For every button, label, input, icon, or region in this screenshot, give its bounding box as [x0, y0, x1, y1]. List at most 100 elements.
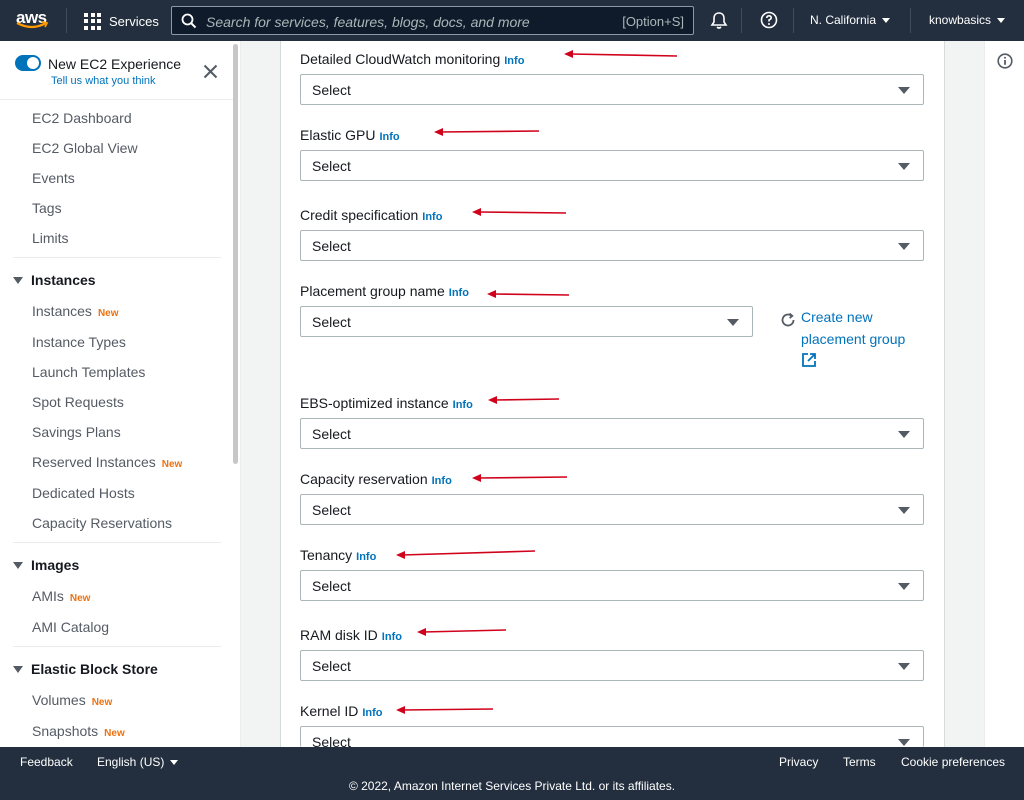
- aws-logo[interactable]: aws: [16, 8, 52, 34]
- sidebar-item-dedicated-hosts[interactable]: Dedicated Hosts: [32, 485, 135, 501]
- info-link[interactable]: Info: [381, 631, 402, 643]
- cloudwatch-select[interactable]: Select: [300, 74, 924, 105]
- caret-down-icon: [13, 665, 23, 673]
- bell-icon[interactable]: [710, 11, 728, 30]
- sidebar-item-reserved-instances[interactable]: Reserved Instances New: [32, 454, 182, 470]
- sidebar-item-label: Instances: [32, 303, 92, 319]
- field-label-ram-disk-id: RAM disk ID Info: [300, 627, 402, 643]
- footer-feedback-link[interactable]: Feedback: [20, 755, 73, 769]
- chevron-down-icon: [997, 17, 1006, 23]
- annotation-arrow-icon: [472, 208, 567, 216]
- capacity-reservation-select[interactable]: Select: [300, 494, 924, 525]
- help-icon[interactable]: [760, 11, 778, 29]
- region-selector[interactable]: N. California: [810, 13, 891, 27]
- section-title: Instances: [31, 272, 96, 288]
- aws-smile-icon: [16, 21, 49, 29]
- caret-down-icon: [13, 561, 23, 569]
- search-icon: [181, 13, 197, 29]
- sidebar-item-instance-types[interactable]: Instance Types: [32, 334, 126, 350]
- chevron-down-icon: [882, 17, 891, 23]
- info-link[interactable]: Info: [362, 707, 383, 719]
- select-value: Select: [312, 578, 351, 594]
- info-link[interactable]: Info: [356, 551, 377, 563]
- placement-group-select[interactable]: Select: [300, 306, 753, 337]
- sidebar-item-ec2-global-view[interactable]: EC2 Global View: [32, 140, 138, 156]
- experience-title: New EC2 Experience: [48, 56, 182, 72]
- new-badge: New: [91, 697, 113, 708]
- account-menu[interactable]: knowbasics: [929, 13, 1006, 27]
- info-link[interactable]: Info: [431, 475, 452, 487]
- sidebar-section-images[interactable]: Images: [13, 557, 79, 573]
- kernel-id-select[interactable]: Select: [300, 726, 924, 747]
- close-icon[interactable]: [203, 64, 218, 79]
- field-label-placement-group: Placement group name Info: [300, 283, 469, 299]
- sidebar-item-instances[interactable]: Instances New: [32, 303, 119, 319]
- annotation-arrow-icon: [487, 290, 570, 298]
- tenancy-select[interactable]: Select: [300, 570, 924, 601]
- info-link[interactable]: Info: [422, 211, 443, 223]
- credit-specification-select[interactable]: Select: [300, 230, 924, 261]
- feedback-link[interactable]: Tell us what you think: [51, 75, 156, 87]
- create-placement-group-link[interactable]: Create new placement group: [801, 309, 906, 347]
- sidebar-item-savings-plans[interactable]: Savings Plans: [32, 424, 121, 440]
- label-text: EBS-optimized instance: [300, 395, 449, 411]
- toggle-knob: [27, 57, 39, 69]
- sidebar-item-capacity-reservations[interactable]: Capacity Reservations: [32, 515, 173, 531]
- footer-cookie-preferences-link[interactable]: Cookie preferences: [901, 755, 1006, 769]
- new-badge: New: [69, 593, 91, 604]
- caret-down-icon: [170, 759, 179, 765]
- language-selector[interactable]: English (US): [97, 755, 179, 769]
- sidebar-item-spot-requests[interactable]: Spot Requests: [32, 394, 124, 410]
- sidebar: New EC2 Experience Tell us what you thin…: [0, 41, 241, 747]
- nav-separator: [793, 8, 794, 33]
- section-title: Images: [31, 557, 80, 573]
- info-link[interactable]: Info: [452, 399, 473, 411]
- caret-down-icon: [727, 319, 739, 326]
- new-experience-toggle[interactable]: [15, 55, 41, 71]
- footer-privacy-link[interactable]: Privacy: [779, 755, 819, 769]
- sidebar-item-launch-templates[interactable]: Launch Templates: [32, 364, 146, 380]
- info-link[interactable]: Info: [504, 55, 525, 67]
- label-text: Capacity reservation: [300, 471, 428, 487]
- sidebar-item-volumes[interactable]: Volumes New: [32, 692, 112, 708]
- sidebar-item-ec2-dashboard[interactable]: EC2 Dashboard: [32, 110, 132, 126]
- sidebar-scrollbar[interactable]: [233, 44, 238, 464]
- region-label: N. California: [810, 13, 877, 27]
- caret-down-icon: [898, 431, 910, 438]
- select-value: Select: [312, 658, 351, 674]
- caret-down-icon: [898, 583, 910, 590]
- annotation-arrow-icon: [434, 128, 540, 136]
- sidebar-item-label: Volumes: [32, 692, 86, 708]
- label-text: Tenancy: [300, 547, 353, 563]
- label-text: Elastic GPU: [300, 127, 376, 143]
- info-link[interactable]: Info: [448, 287, 469, 299]
- info-link[interactable]: Info: [379, 131, 400, 143]
- external-link-icon[interactable]: [801, 352, 817, 368]
- info-circle-icon[interactable]: [997, 53, 1013, 69]
- caret-down-icon: [898, 163, 910, 170]
- sidebar-item-events[interactable]: Events: [32, 170, 75, 186]
- ebs-optimized-select[interactable]: Select: [300, 418, 924, 449]
- label-text: Detailed CloudWatch monitoring: [300, 51, 501, 67]
- select-value: Select: [312, 502, 351, 518]
- footer-copyright: © 2022, Amazon Internet Services Private…: [348, 779, 676, 793]
- sidebar-section-instances[interactable]: Instances: [13, 272, 96, 288]
- elastic-gpu-select[interactable]: Select: [300, 150, 924, 181]
- sidebar-section-elastic-block-store[interactable]: Elastic Block Store: [13, 661, 158, 677]
- annotation-arrow-icon: [417, 628, 507, 636]
- select-value: Select: [312, 82, 351, 98]
- annotation-arrow-icon: [564, 50, 678, 58]
- footer-terms-link[interactable]: Terms: [843, 755, 876, 769]
- search-input[interactable]: Search for services, features, blogs, do…: [171, 6, 694, 35]
- sidebar-item-tags[interactable]: Tags: [32, 200, 62, 216]
- label-text: Kernel ID: [300, 703, 359, 719]
- services-menu-button[interactable]: Services: [84, 11, 159, 31]
- sidebar-item-snapshots[interactable]: Snapshots New: [32, 723, 125, 739]
- section-title: Elastic Block Store: [31, 661, 158, 677]
- refresh-icon[interactable]: [779, 311, 797, 329]
- sidebar-item-ami-catalog[interactable]: AMI Catalog: [32, 619, 110, 635]
- ram-disk-id-select[interactable]: Select: [300, 650, 924, 681]
- services-label: Services: [109, 13, 159, 29]
- sidebar-item-amis[interactable]: AMIs New: [32, 588, 90, 604]
- sidebar-item-limits[interactable]: Limits: [32, 230, 69, 246]
